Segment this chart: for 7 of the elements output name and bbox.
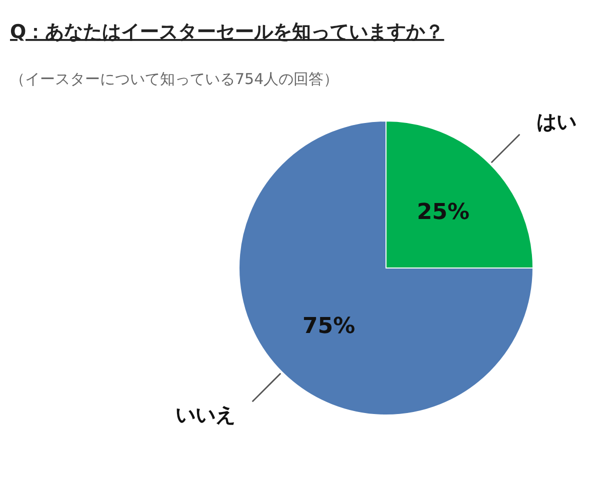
pie-slice xyxy=(238,120,534,416)
slice-label: いいえ xyxy=(176,402,236,426)
data-label: 75% xyxy=(302,314,356,340)
data-label: 25% xyxy=(416,200,470,225)
chart-subtitle: （イースターについて知っている754人の回答） xyxy=(10,70,339,88)
slice-label: はい xyxy=(536,110,576,134)
chart-title: Q：あなたはイースターセールを知っていますか？ xyxy=(10,21,444,43)
